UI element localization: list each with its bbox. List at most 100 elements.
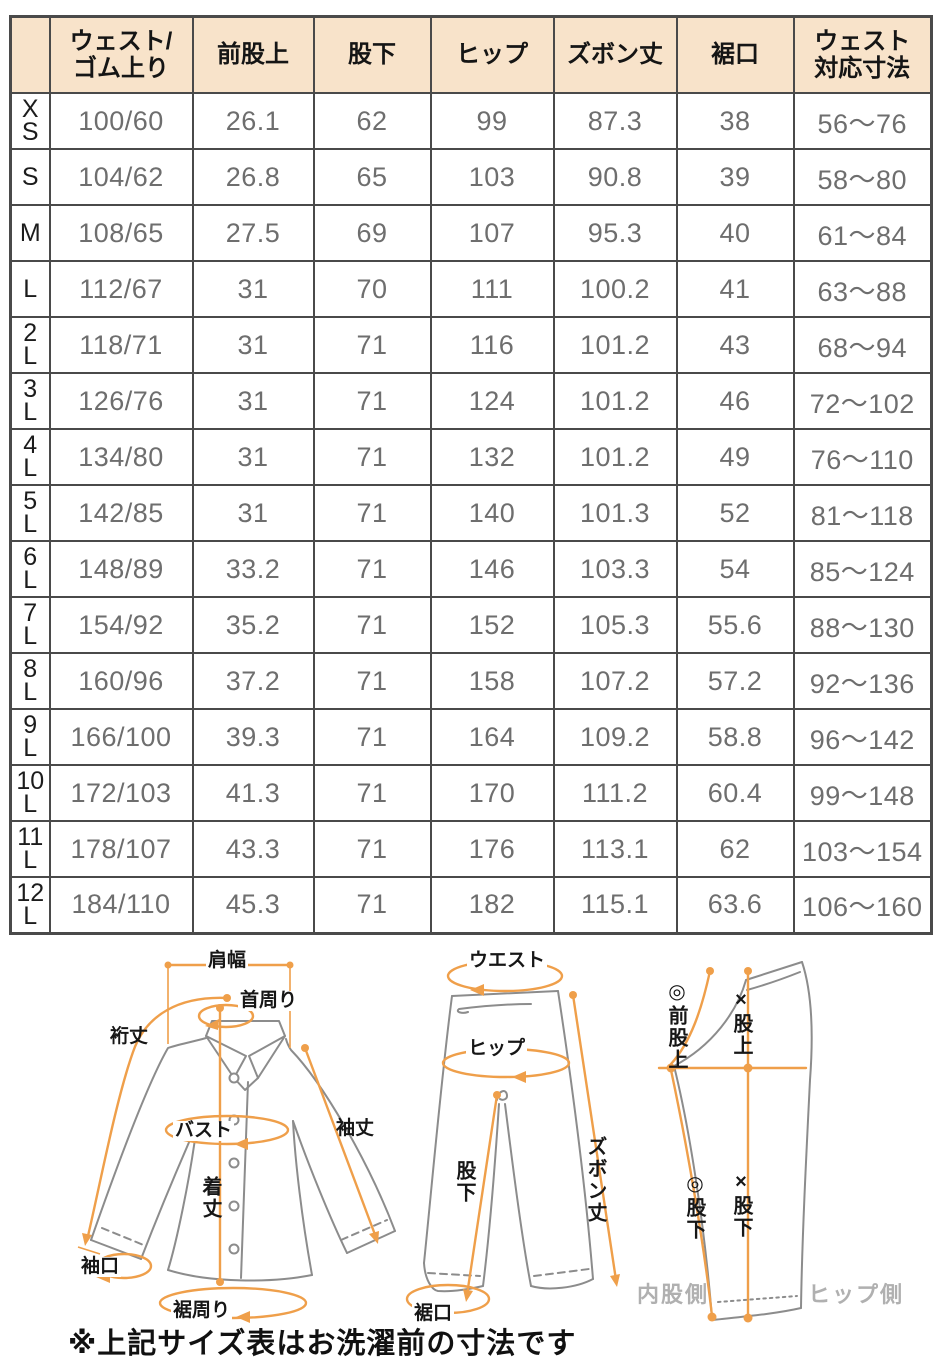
value-cell: 31: [191, 484, 315, 542]
value-cell: 71: [312, 596, 432, 654]
inseam-label: 股下: [453, 1160, 475, 1204]
table-row: 9 L 166/100 39.3 71 164 109.2 58.8 96〜142: [9, 708, 933, 766]
value-cell: 112/67: [48, 260, 194, 318]
value-cell: 182: [429, 876, 555, 934]
value-cell: 71: [312, 428, 432, 486]
table-row: 2 L 118/71 31 71 116 101.2 43 68〜94: [9, 316, 933, 374]
pants-side-measure-lines: [657, 967, 808, 1323]
column-header: 裾口: [675, 15, 795, 94]
value-cell: 31: [191, 428, 315, 486]
value-cell: 90.8: [552, 148, 678, 206]
column-header: ヒップ: [429, 15, 555, 94]
value-cell: 71: [312, 484, 432, 542]
value-cell: 71: [312, 372, 432, 430]
value-cell: 142/85: [48, 484, 194, 542]
value-cell: 71: [312, 708, 432, 766]
value-cell: 33.2: [191, 540, 315, 598]
value-cell: 115.1: [552, 876, 678, 934]
value-cell: 111: [429, 260, 555, 318]
table-row: S 104/62 26.8 65 103 90.8 39 58〜80: [9, 148, 933, 206]
front-rise-label: ◎前股上: [665, 979, 687, 1071]
table-row: 3 L 126/76 31 71 124 101.2 46 72〜102: [9, 372, 933, 430]
sleeve-length-label: 袖丈: [336, 1118, 375, 1139]
value-cell: 96〜142: [792, 708, 933, 766]
size-cell: M: [9, 204, 51, 262]
value-cell: 62: [312, 92, 432, 150]
value-cell: 31: [191, 316, 315, 374]
value-cell: 101.2: [552, 372, 678, 430]
neck-around-label: 首周り: [238, 990, 300, 1011]
value-cell: 70: [312, 260, 432, 318]
value-cell: 43: [675, 316, 795, 374]
value-cell: 126/76: [48, 372, 194, 430]
value-cell: 52: [675, 484, 795, 542]
value-cell: 57.2: [675, 652, 795, 710]
value-cell: 55.6: [675, 596, 795, 654]
value-cell: 26.1: [191, 92, 315, 150]
rise-label: ×股上: [730, 989, 752, 1057]
value-cell: 132: [429, 428, 555, 486]
value-cell: 140: [429, 484, 555, 542]
value-cell: 154/92: [48, 596, 194, 654]
value-cell: 49: [675, 428, 795, 486]
table-row: M 108/65 27.5 69 107 95.3 40 61〜84: [9, 204, 933, 262]
table-row: 11 L 178/107 43.3 71 176 113.1 62 103〜154: [9, 820, 933, 878]
value-cell: 26.8: [191, 148, 315, 206]
value-cell: 63.6: [675, 876, 795, 934]
value-cell: 88〜130: [792, 596, 933, 654]
size-table: ウェスト/ ゴム上り 前股上 股下 ヒップ ズボン丈 裾口 ウェスト 対応寸法 X S 100…: [9, 15, 933, 935]
corner-header-cell: [9, 15, 51, 94]
column-header: ウェスト/ ゴム上り: [48, 15, 194, 94]
value-cell: 54: [675, 540, 795, 598]
value-cell: 158: [429, 652, 555, 710]
hem-around-label: 裾周り: [171, 1300, 233, 1321]
value-cell: 65: [312, 148, 432, 206]
shirt-measure-lines: [77, 961, 379, 1323]
value-cell: 63〜88: [792, 260, 933, 318]
value-cell: 108/65: [48, 204, 194, 262]
value-cell: 184/110: [48, 876, 194, 934]
value-cell: 41: [675, 260, 795, 318]
value-cell: 107: [429, 204, 555, 262]
size-cell: X S: [9, 92, 51, 150]
value-cell: 101.2: [552, 428, 678, 486]
value-cell: 43.3: [191, 820, 315, 878]
table-row: 5 L 142/85 31 71 140 101.3 52 81〜118: [9, 484, 933, 542]
value-cell: 107.2: [552, 652, 678, 710]
value-cell: 85〜124: [792, 540, 933, 598]
value-cell: 37.2: [191, 652, 315, 710]
column-header: 股下: [312, 15, 432, 94]
value-cell: 172/103: [48, 764, 194, 822]
size-cell: 3 L: [9, 372, 51, 430]
value-cell: 72〜102: [792, 372, 933, 430]
table-row: 6 L 148/89 33.2 71 146 103.3 54 85〜124: [9, 540, 933, 598]
size-cell: L: [9, 260, 51, 318]
value-cell: 58〜80: [792, 148, 933, 206]
value-cell: 87.3: [552, 92, 678, 150]
value-cell: 60.4: [675, 764, 795, 822]
value-cell: 71: [312, 764, 432, 822]
value-cell: 71: [312, 876, 432, 934]
value-cell: 76〜110: [792, 428, 933, 486]
value-cell: 100/60: [48, 92, 194, 150]
value-cell: 31: [191, 372, 315, 430]
size-cell: 11 L: [9, 820, 51, 878]
pants-front-outline: [423, 990, 594, 1293]
value-cell: 99: [429, 92, 555, 150]
size-table-head-row: ウェスト/ ゴム上り 前股上 股下 ヒップ ズボン丈 裾口 ウェスト 対応寸法: [9, 15, 933, 94]
inseam-inner-label: ◎股下: [683, 1171, 705, 1241]
value-cell: 71: [312, 540, 432, 598]
value-cell: 146: [429, 540, 555, 598]
table-row: L 112/67 31 70 111 100.2 41 63〜88: [9, 260, 933, 318]
column-header: ウェスト 対応寸法: [792, 15, 933, 94]
size-cell: 7 L: [9, 596, 51, 654]
value-cell: 118/71: [48, 316, 194, 374]
value-cell: 41.3: [191, 764, 315, 822]
table-row: 7 L 154/92 35.2 71 152 105.3 55.6 88〜130: [9, 596, 933, 654]
value-cell: 152: [429, 596, 555, 654]
value-cell: 35.2: [191, 596, 315, 654]
value-cell: 46: [675, 372, 795, 430]
value-cell: 71: [312, 820, 432, 878]
value-cell: 40: [675, 204, 795, 262]
value-cell: 111.2: [552, 764, 678, 822]
